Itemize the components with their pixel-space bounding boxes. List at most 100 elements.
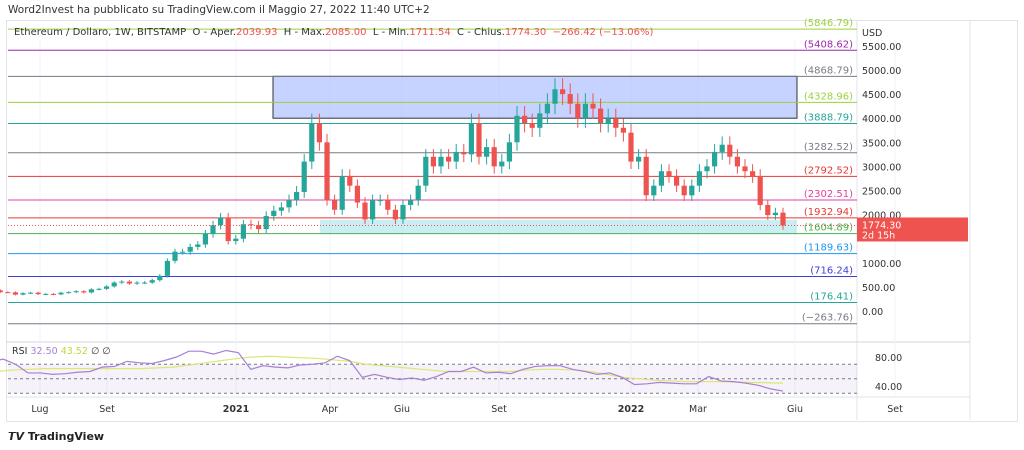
candle-body xyxy=(104,286,110,289)
candle-body xyxy=(605,118,611,124)
tv-icon: 𝙏𝙑 xyxy=(8,430,28,443)
candle-body xyxy=(225,217,231,242)
rsi-label[interactable]: RSI xyxy=(12,346,28,357)
price-tick: 5500.00 xyxy=(862,42,901,53)
candle-body xyxy=(50,293,56,295)
price-tick: 500.00 xyxy=(862,283,895,294)
currency-label: USD xyxy=(862,28,882,39)
candle-body xyxy=(96,288,102,290)
candle-body xyxy=(370,200,376,220)
tradingview-logo[interactable]: 𝙏𝙑 TradingView xyxy=(8,430,104,443)
candle-body xyxy=(415,185,421,201)
candle-body xyxy=(674,176,680,186)
price-tick: 3000.00 xyxy=(862,162,901,173)
candle-body xyxy=(195,244,201,247)
candle-body xyxy=(636,156,642,162)
candle-body xyxy=(12,292,18,295)
time-label: 2021 xyxy=(223,404,249,415)
candle-body xyxy=(233,238,239,242)
publisher-line: Word2Invest ha pubblicato su TradingView… xyxy=(8,4,430,16)
candle-body xyxy=(35,292,41,295)
candle-body xyxy=(271,210,277,217)
candle-body xyxy=(187,246,193,252)
candle-body xyxy=(560,89,566,95)
candle-body xyxy=(620,127,626,133)
rsi-extra-2: ∅ xyxy=(102,346,111,357)
level-label: (176.41) xyxy=(810,291,853,302)
chart-frame[interactable] xyxy=(6,20,1018,422)
candle-body xyxy=(210,225,216,234)
candle-body xyxy=(66,292,72,294)
symbol-name[interactable]: Ethereum / Dollaro, 1W, BITSTAMP xyxy=(14,27,187,38)
candle-body xyxy=(476,123,482,157)
candle-body xyxy=(172,251,178,261)
candle-body xyxy=(628,132,634,162)
low-value: 1711.54 xyxy=(409,27,451,38)
candle-body xyxy=(309,123,315,162)
price-tick: 2500.00 xyxy=(862,187,901,198)
time-label: Set xyxy=(887,404,903,415)
level-label: (4868.79) xyxy=(804,65,853,76)
candle-body xyxy=(294,191,300,201)
candle-body xyxy=(164,260,170,276)
candle-body xyxy=(522,115,528,124)
time-label: Giu xyxy=(394,404,410,415)
rsi-tick: 40.00 xyxy=(875,382,902,393)
rsi-value: 32.50 xyxy=(30,346,58,357)
candle-body xyxy=(567,94,573,104)
candle-body xyxy=(20,293,26,295)
candle-body xyxy=(757,176,763,205)
open-label: O - Aper. xyxy=(192,27,237,38)
candle-body xyxy=(0,290,3,293)
candle-body xyxy=(278,207,284,211)
candle-body xyxy=(658,171,664,186)
low-label: L - Min. xyxy=(372,27,410,38)
candle-body xyxy=(58,292,64,295)
candle-body xyxy=(81,291,87,293)
candle-body xyxy=(484,147,490,157)
candle-body xyxy=(400,204,406,220)
price-tick: 4500.00 xyxy=(862,90,901,101)
candle-body xyxy=(354,185,360,203)
level-label: (1932.94) xyxy=(804,207,853,218)
candle-body xyxy=(202,233,208,245)
level-label: (3282.52) xyxy=(804,142,853,153)
level-label: (−263.76) xyxy=(802,313,853,324)
candle-body xyxy=(598,108,604,124)
candle-body xyxy=(575,103,581,119)
candle-body xyxy=(180,251,186,253)
candle-body xyxy=(734,156,740,167)
candle-body xyxy=(765,204,771,216)
level-label: (5408.62) xyxy=(804,39,853,50)
candle-body xyxy=(689,185,695,196)
candle-body xyxy=(286,200,292,208)
level-label: (2792.52) xyxy=(804,165,853,176)
candle-body xyxy=(491,147,497,167)
level-label: (3888.79) xyxy=(804,113,853,124)
rsi-legend: RSI 32.50 43.52 ∅ ∅ xyxy=(12,346,111,357)
price-tick: 1000.00 xyxy=(862,259,901,270)
candle-body xyxy=(537,113,543,128)
level-label: (4328.96) xyxy=(804,91,853,102)
candle-body xyxy=(111,282,117,287)
candle-body xyxy=(157,275,163,281)
candle-body xyxy=(126,281,132,284)
rsi-extra-1: ∅ xyxy=(90,346,100,357)
candle-body xyxy=(149,280,155,283)
time-label: Apr xyxy=(322,404,339,415)
candle-body xyxy=(377,200,383,202)
candle-body xyxy=(750,171,756,177)
support-zone xyxy=(320,219,797,234)
candle-body xyxy=(385,200,391,210)
time-label: Set xyxy=(99,404,115,415)
candle-body xyxy=(218,217,224,226)
candle-body xyxy=(719,144,725,152)
time-label: Set xyxy=(491,404,507,415)
candle-body xyxy=(240,224,246,239)
candle-body xyxy=(468,123,474,155)
level-label: (1604.89) xyxy=(804,223,853,234)
candle-body xyxy=(742,166,748,172)
candle-body xyxy=(362,202,368,220)
candle-body xyxy=(263,216,269,230)
